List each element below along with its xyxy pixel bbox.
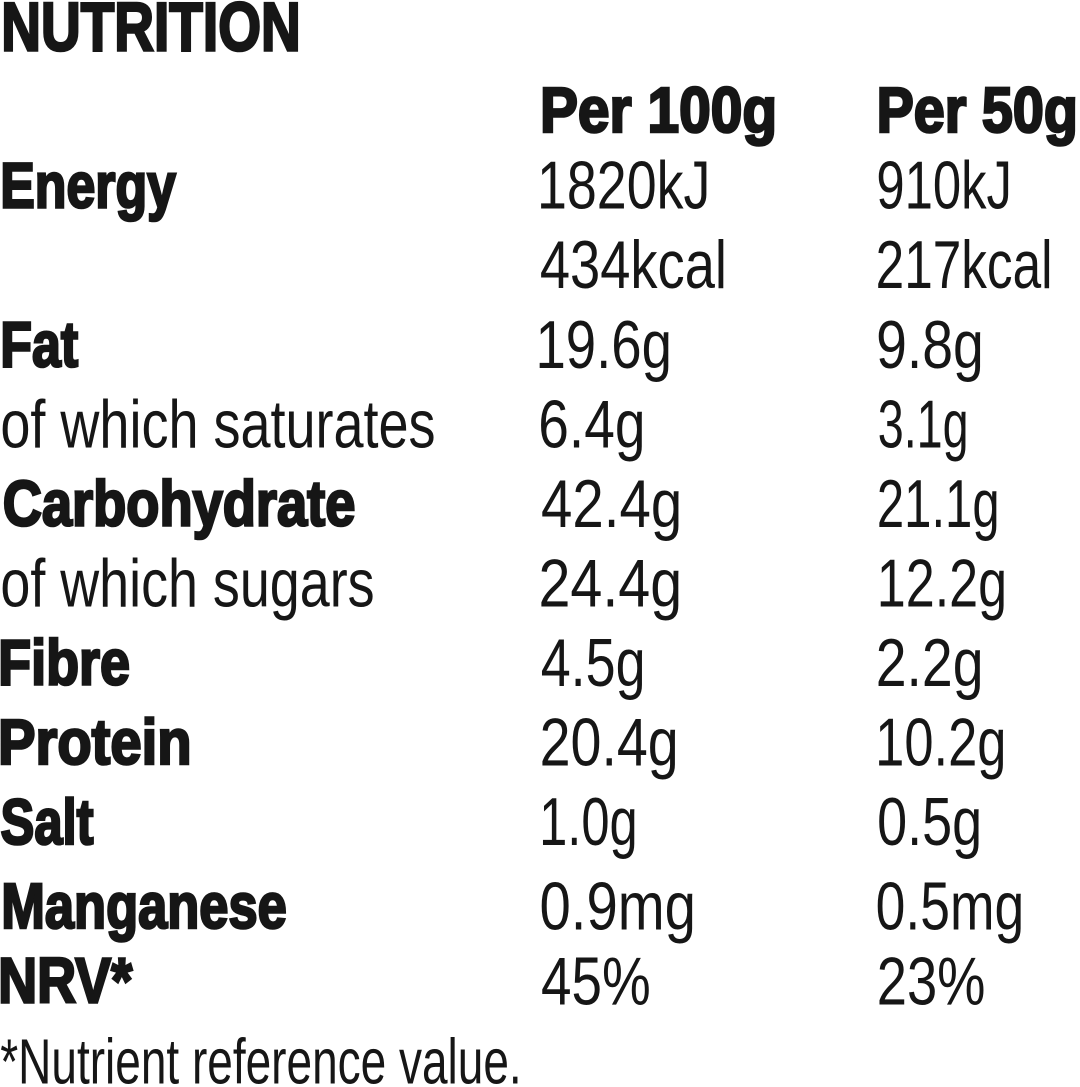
svg-text:0.5mg: 0.5mg xyxy=(876,868,1025,944)
svg-text:Fibre: Fibre xyxy=(0,626,130,698)
svg-text:Per 50g: Per 50g xyxy=(877,74,1078,145)
svg-text:12.2g: 12.2g xyxy=(877,545,1007,621)
svg-text:434kcal: 434kcal xyxy=(540,228,727,304)
svg-text:NUTRITION: NUTRITION xyxy=(1,0,300,66)
svg-text:Protein: Protein xyxy=(0,706,192,778)
svg-text:of which saturates: of which saturates xyxy=(0,385,435,461)
svg-text:of which sugars: of which sugars xyxy=(0,546,374,621)
svg-text:3.1g: 3.1g xyxy=(878,387,969,463)
svg-text:19.6g: 19.6g xyxy=(535,307,672,383)
svg-text:0.5g: 0.5g xyxy=(877,783,982,859)
svg-text:6.4g: 6.4g xyxy=(538,387,645,463)
svg-text:*Nutrient reference value.: *Nutrient reference value. xyxy=(0,1025,521,1087)
svg-text:NRV*: NRV* xyxy=(0,944,133,1016)
svg-text:0.9mg: 0.9mg xyxy=(540,869,696,944)
svg-text:Per 100g: Per 100g xyxy=(540,74,777,146)
svg-text:4.5g: 4.5g xyxy=(541,625,646,700)
svg-text:Carbohydrate: Carbohydrate xyxy=(3,467,356,539)
svg-text:21.1g: 21.1g xyxy=(877,465,1000,542)
svg-text:1820kJ: 1820kJ xyxy=(537,148,710,223)
svg-text:10.2g: 10.2g xyxy=(875,704,1006,780)
svg-text:Manganese: Manganese xyxy=(1,871,287,942)
svg-text:1.0g: 1.0g xyxy=(539,784,638,860)
svg-text:20.4g: 20.4g xyxy=(540,705,679,780)
svg-text:217kcal: 217kcal xyxy=(876,227,1053,303)
svg-text:Fat: Fat xyxy=(0,309,78,380)
svg-text:45%: 45% xyxy=(541,944,651,1020)
svg-text:2.2g: 2.2g xyxy=(876,626,984,702)
svg-text:9.8g: 9.8g xyxy=(876,308,984,384)
svg-text:24.4g: 24.4g xyxy=(538,546,682,622)
svg-text:Energy: Energy xyxy=(0,150,176,221)
svg-text:42.4g: 42.4g xyxy=(541,467,682,542)
svg-text:910kJ: 910kJ xyxy=(876,148,1012,224)
svg-text:23%: 23% xyxy=(877,944,986,1020)
svg-text:Salt: Salt xyxy=(1,787,94,858)
